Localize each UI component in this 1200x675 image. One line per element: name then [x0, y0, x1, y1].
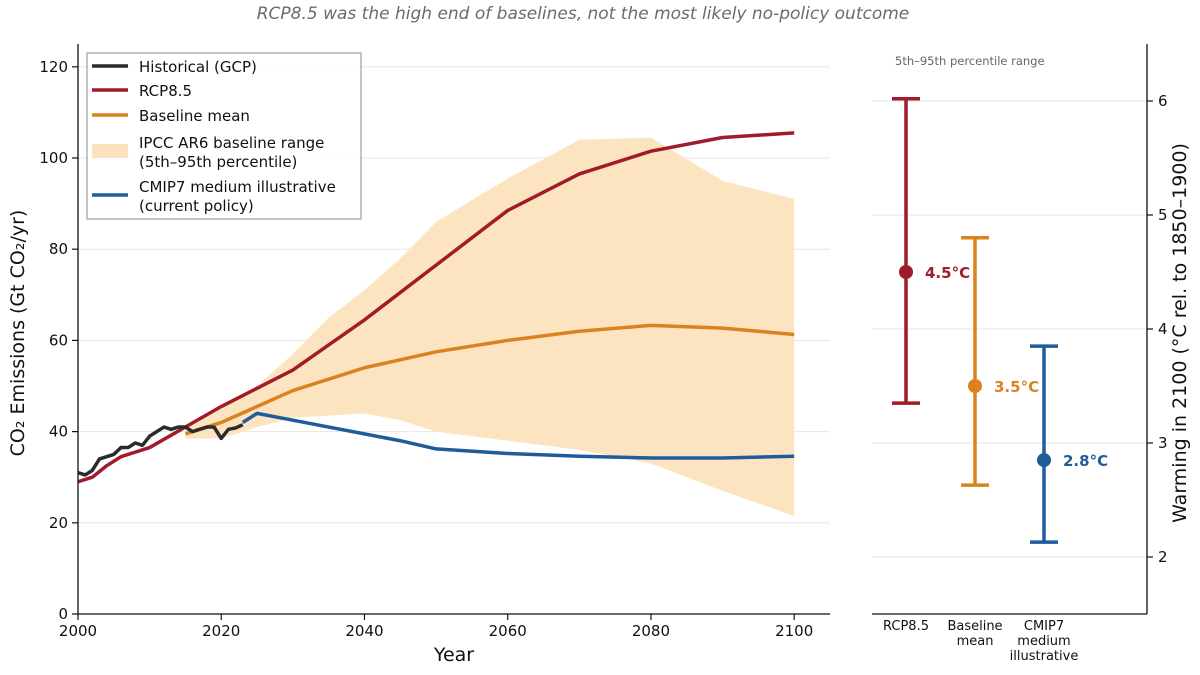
- y-tick-label: 100: [39, 149, 68, 167]
- legend: Historical (GCP) RCP8.5 Baseline mean IPCC …: [86, 52, 362, 220]
- y-tick-label: 80: [49, 240, 68, 258]
- right-tick-label: 3: [1158, 434, 1168, 452]
- right-tick-label: 5: [1158, 206, 1168, 224]
- warming-chart: 2 3 4 5 6 5th–95th percentile range 4.5°C 3.5…: [872, 44, 1191, 664]
- x-tick-label: 2000: [59, 622, 97, 640]
- cmip7-line: [241, 411, 795, 460]
- baseline-mean-line: [184, 323, 795, 436]
- legend-box: [86, 52, 362, 220]
- y-tick-label: 0: [58, 605, 68, 623]
- right-gridlines: [872, 100, 1147, 558]
- category-label: medium: [1017, 634, 1070, 649]
- historical-line: [77, 423, 244, 477]
- baseline-mean-point: [968, 379, 982, 393]
- x-axis-label: Year: [433, 644, 474, 666]
- rcp85-point: [899, 265, 913, 279]
- right-tick-label: 4: [1158, 320, 1168, 338]
- y-tick-label: 120: [39, 58, 68, 76]
- baseline-range-band: [185, 137, 795, 516]
- legend-label: (current policy): [139, 197, 254, 215]
- x-tick-label: 2080: [632, 622, 670, 640]
- cmip7-value-label: 2.8°C: [1063, 452, 1108, 470]
- left-axes: [77, 44, 830, 615]
- category-label: illustrative: [1010, 649, 1079, 664]
- y-tick-label: 20: [49, 514, 68, 532]
- legend-swatch: [92, 144, 128, 158]
- right-y-axis-label: Warming in 2100 (°C rel. to 1850–1900): [1169, 143, 1191, 523]
- category-label: CMIP7: [1024, 619, 1064, 634]
- rcp85-line: [77, 131, 795, 484]
- emission-series: [77, 131, 795, 484]
- warming-errorbars: 4.5°C 3.5°C 2.8°C: [892, 96, 1108, 544]
- legend-label: IPCC AR6 baseline range: [139, 134, 324, 152]
- baseline-mean-value-label: 3.5°C: [994, 378, 1039, 396]
- y-tick-label: 40: [49, 423, 68, 441]
- x-tick-label: 2100: [775, 622, 813, 640]
- legend-label: CMIP7 medium illustrative: [139, 178, 336, 196]
- legend-label: (5th–95th percentile): [139, 153, 297, 171]
- legend-label: Historical (GCP): [139, 58, 257, 76]
- right-tick-label: 2: [1158, 548, 1168, 566]
- x-tick-label: 2040: [345, 622, 383, 640]
- figure-subtitle: RCP8.5 was the high end of baselines, no…: [257, 4, 910, 24]
- x-tick-label: 2020: [202, 622, 240, 640]
- right-tick-labels: 2 3 4 5 6: [1147, 92, 1168, 566]
- category-label: mean: [957, 634, 994, 649]
- baseline-mean-errorbar: 3.5°C: [961, 236, 1039, 487]
- y-tick-label: 60: [49, 331, 68, 349]
- y-axis-label: CO₂ Emissions (Gt CO₂/yr): [7, 210, 29, 457]
- cmip7-point: [1037, 453, 1051, 468]
- baseline-range-area: [185, 137, 795, 516]
- legend-label: Baseline mean: [139, 107, 250, 125]
- category-label: RCP8.5: [883, 619, 929, 634]
- category-label: Baseline: [947, 619, 1002, 634]
- legend-label: RCP8.5: [139, 82, 192, 100]
- rcp85-errorbar: 4.5°C: [892, 96, 970, 405]
- x-tick-label: 2060: [489, 622, 527, 640]
- cmip7-errorbar: 2.8°C: [1030, 344, 1108, 544]
- percentile-note: 5th–95th percentile range: [895, 54, 1045, 68]
- right-tick-label: 6: [1158, 92, 1168, 110]
- rcp85-value-label: 4.5°C: [925, 264, 970, 282]
